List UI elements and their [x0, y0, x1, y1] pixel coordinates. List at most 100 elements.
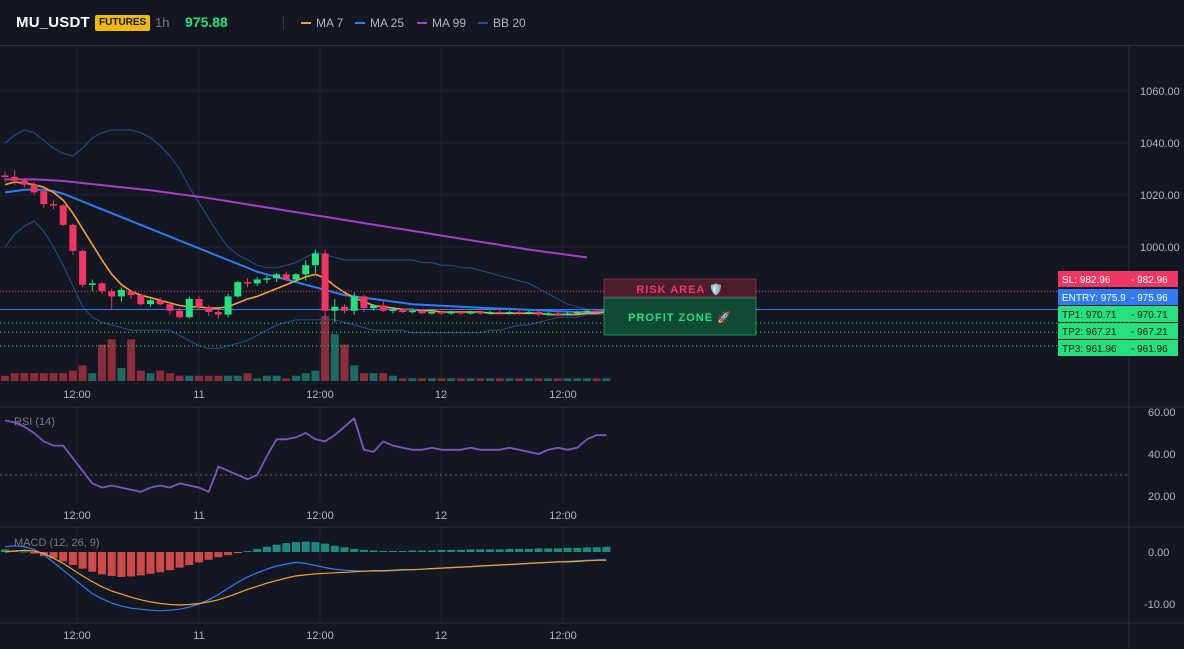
- ma25-swatch-icon: [355, 22, 365, 24]
- volume-bar: [563, 378, 572, 381]
- volume-bar: [330, 334, 339, 381]
- volume-bar: [505, 378, 514, 381]
- volume-bar: [573, 378, 582, 381]
- macd-histogram-bar: [340, 547, 349, 552]
- profit-zone-box: [603, 297, 757, 336]
- rsi-title: RSI (14): [14, 416, 55, 428]
- time-tick-label: 12:00: [63, 510, 91, 522]
- candle-body: [1, 175, 9, 177]
- candle-body: [447, 312, 455, 314]
- volume-bar: [107, 339, 116, 381]
- tp2-tag-value: - 967.21: [1131, 327, 1168, 338]
- macd-histogram-bar: [282, 543, 291, 552]
- time-axis[interactable]: 12:00 11 12:00 12 12:00 12:00 11 12:00 12 12:00 12…: [63, 389, 577, 642]
- legend-ma99[interactable]: MA 99: [417, 16, 466, 30]
- volume-bar: [553, 378, 562, 381]
- profit-zone-label: PROFIT ZONE 🚀: [628, 311, 732, 324]
- macd-histogram-bar: [20, 551, 29, 553]
- candle-body: [88, 283, 96, 285]
- candle-body: [379, 305, 387, 311]
- trade-zones: RISK AREA 🛡️ PROFIT ZONE 🚀: [603, 278, 757, 336]
- time-tick-label: 12:00: [63, 389, 91, 401]
- volume-bar: [98, 344, 106, 381]
- volume-bar: [437, 378, 446, 381]
- macd-histogram-bar: [515, 548, 524, 552]
- macd-histogram-bar: [427, 550, 436, 552]
- macd-histogram-bar: [224, 552, 233, 556]
- timeframe-label[interactable]: 1h: [155, 15, 170, 30]
- futures-badge: FUTURES: [95, 15, 151, 31]
- macd-histogram-bar: [350, 548, 359, 552]
- macd-histogram-bar: [311, 542, 320, 552]
- bb-upper-line: [4, 129, 607, 310]
- legend-ma25-label: MA 25: [370, 16, 405, 30]
- volume-bar: [30, 373, 39, 381]
- volume-bar: [117, 368, 126, 381]
- legend-ma25[interactable]: MA 25: [355, 16, 404, 30]
- volume-bar: [495, 378, 504, 381]
- price-tick-label: 1020.00: [1140, 190, 1180, 202]
- volume-bar: [195, 375, 203, 381]
- volume-bar: [272, 375, 281, 381]
- legend-bb20[interactable]: BB 20: [478, 16, 526, 30]
- symbol-title[interactable]: MU_USDT: [16, 14, 90, 31]
- volume-bar: [544, 378, 553, 381]
- volume-bar: [369, 373, 378, 381]
- macd-histogram-bar: [127, 552, 136, 577]
- volume-bar: [292, 375, 300, 381]
- time-tick-label: 11: [193, 510, 204, 522]
- macd-histogram-bar: [88, 552, 97, 572]
- trade-levels: [0, 290, 1129, 347]
- candle-body: [244, 282, 251, 284]
- legend-ma7[interactable]: MA 7: [301, 16, 343, 30]
- candle-body: [593, 310, 601, 313]
- candle-body: [176, 310, 184, 318]
- macd-histogram-bar: [136, 552, 145, 576]
- volume-bar: [165, 373, 174, 381]
- candle-body: [292, 274, 300, 280]
- tp1-tag-value: - 970.71: [1131, 310, 1168, 321]
- entry-tag-label-bg: [1058, 289, 1126, 305]
- price-axis[interactable]: 1060.00 1040.00 1020.00 1000.00 60.00 40.00 20…: [1140, 86, 1180, 611]
- chart-header: MU_USDT FUTURES 1h 975.88 MA 7 MA 25 MA …: [0, 0, 1184, 46]
- candle-body: [505, 312, 513, 314]
- candle-body: [40, 191, 48, 205]
- macd-histogram-bar: [476, 549, 485, 552]
- grid-lines: [0, 48, 1129, 623]
- pane-dividers: [0, 46, 1184, 649]
- macd-histogram-bar: [573, 547, 582, 552]
- volume-bar: [311, 370, 320, 381]
- candle-body: [438, 312, 445, 314]
- macd-signal-line: [4, 549, 607, 606]
- legend-bb20-label: BB 20: [493, 16, 526, 30]
- macd-histogram-bar: [30, 552, 39, 554]
- time-tick-label: 12:00: [549, 389, 577, 401]
- candle-body: [573, 312, 581, 314]
- volume-bar: [534, 378, 543, 381]
- macd-histogram-bar: [175, 552, 184, 568]
- volume-bar: [68, 370, 77, 381]
- candle-body: [389, 309, 397, 311]
- macd-histogram-bar: [292, 542, 300, 552]
- candle-body: [428, 312, 436, 314]
- volume-bar: [88, 373, 97, 381]
- volume-bar: [515, 378, 524, 381]
- volume-bar: [282, 378, 291, 381]
- volume-bar: [486, 378, 494, 381]
- macd-histogram-bar: [359, 549, 368, 552]
- volume-bar: [127, 339, 136, 381]
- tp3-tag-value-bg: [1126, 340, 1178, 356]
- macd-histogram-bar: [563, 547, 572, 552]
- candle-body: [554, 313, 562, 315]
- volume-bar: [146, 373, 155, 381]
- time-tick-label: 12:00: [306, 510, 334, 522]
- candle-body: [69, 224, 77, 251]
- volume-bar: [253, 378, 262, 381]
- volume-bar: [408, 378, 417, 381]
- macd-histogram-bar: [107, 552, 116, 576]
- candle-body: [564, 313, 572, 315]
- candle-body: [185, 299, 193, 318]
- volume-bar: [524, 378, 533, 381]
- time-tick-label: 12:00: [306, 630, 334, 642]
